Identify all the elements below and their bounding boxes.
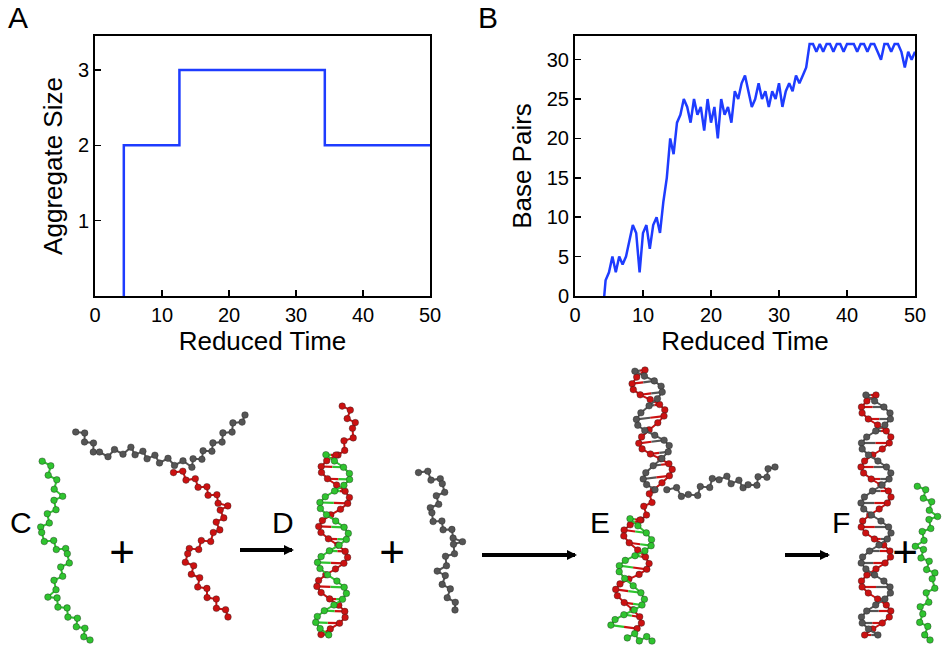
svg-text:2: 2 <box>78 134 89 156</box>
svg-text:30: 30 <box>768 304 790 326</box>
svg-text:10: 10 <box>547 206 569 228</box>
html-text:A: A <box>8 1 28 34</box>
svg-text:40: 40 <box>352 304 374 326</box>
svg-text:30: 30 <box>547 49 569 71</box>
svg-text:40: 40 <box>836 304 858 326</box>
svg-text:3: 3 <box>78 59 89 81</box>
svg-text:1: 1 <box>78 210 89 232</box>
svg-text:50: 50 <box>904 304 926 326</box>
svg-text:5: 5 <box>558 246 569 268</box>
svg-text:30: 30 <box>285 304 307 326</box>
svg-text:50: 50 <box>419 304 441 326</box>
svg-text:0: 0 <box>569 304 580 326</box>
svg-text:0: 0 <box>558 285 569 307</box>
svg-text:Base Pairs: Base Pairs <box>507 103 537 229</box>
svg-text:20: 20 <box>700 304 722 326</box>
html-text:B: B <box>478 1 498 34</box>
svg-text:+: + <box>109 527 135 576</box>
svg-text:10: 10 <box>632 304 654 326</box>
svg-text:0: 0 <box>89 304 100 326</box>
svg-text:C: C <box>10 506 32 539</box>
svg-text:15: 15 <box>547 167 569 189</box>
svg-text:Reduced Time: Reduced Time <box>179 326 347 356</box>
svg-text:25: 25 <box>547 88 569 110</box>
svg-text:Aggregate Size: Aggregate Size <box>38 77 68 255</box>
svg-text:E: E <box>590 506 610 539</box>
svg-text:F: F <box>832 506 850 539</box>
svg-text:D: D <box>272 506 294 539</box>
svg-text:Reduced Time: Reduced Time <box>661 326 829 356</box>
svg-text:+: + <box>379 527 405 576</box>
svg-text:20: 20 <box>218 304 240 326</box>
svg-text:20: 20 <box>547 127 569 149</box>
svg-text:+: + <box>892 527 918 576</box>
svg-text:10: 10 <box>151 304 173 326</box>
